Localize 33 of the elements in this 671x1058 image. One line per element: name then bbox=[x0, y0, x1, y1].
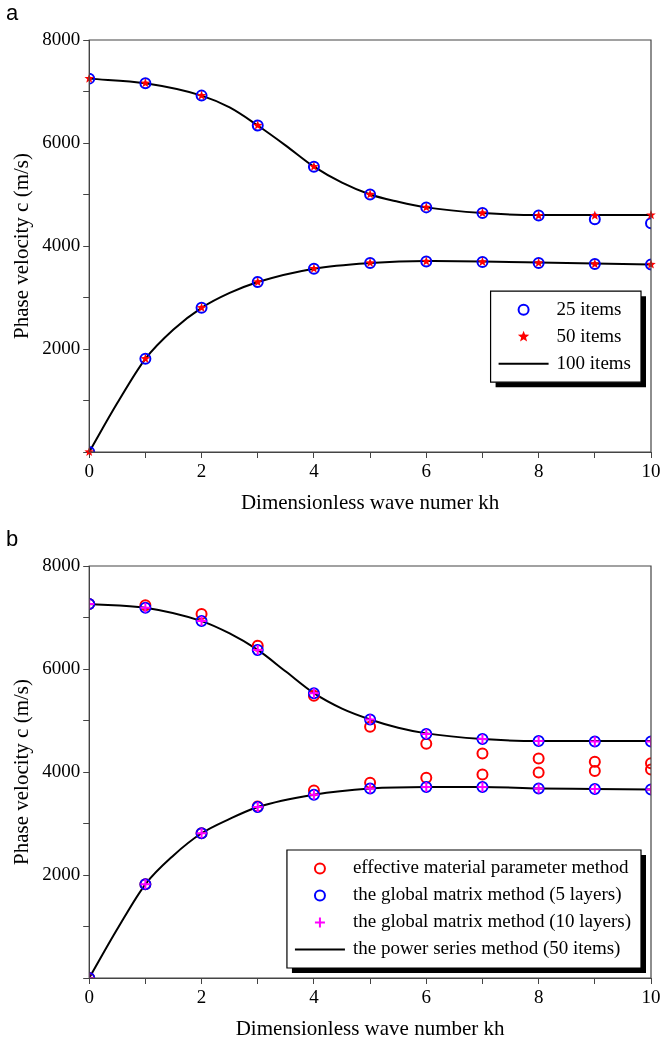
legend-label: effective material parameter method bbox=[352, 856, 629, 878]
y-tick-label: 4000 bbox=[42, 759, 81, 781]
y-tick-label: 8000 bbox=[42, 553, 81, 575]
legend-label: 100 items bbox=[556, 351, 632, 373]
y-tick-label: 4000 bbox=[42, 233, 81, 255]
legend-label: 25 items bbox=[556, 297, 622, 319]
x-tick-label: 0 bbox=[84, 460, 94, 482]
y-axis-title: Phase velocity c (m/s) bbox=[9, 152, 34, 340]
legend-label: the global matrix method (5 layers) bbox=[352, 883, 622, 906]
x-tick-label: 8 bbox=[533, 986, 544, 1008]
x-axis-title: Dimensionless wave number kh bbox=[235, 1015, 506, 1040]
y-tick-label: 2000 bbox=[42, 336, 81, 358]
legend-label: 50 items bbox=[556, 324, 622, 346]
x-tick-label: 2 bbox=[196, 460, 207, 482]
x-tick-label: 4 bbox=[309, 986, 320, 1008]
x-tick-label: 10 bbox=[641, 986, 661, 1008]
legend-label: the power series method (50 items) bbox=[352, 937, 621, 960]
legend-label: the global matrix method (10 layers) bbox=[352, 910, 631, 933]
chart-title: b bbox=[6, 526, 19, 552]
x-tick-label: 6 bbox=[421, 986, 432, 1008]
y-tick-label: 6000 bbox=[42, 130, 81, 152]
y-tick-label: 6000 bbox=[42, 656, 81, 678]
y-axis-title: Phase velocity c (m/s) bbox=[9, 678, 34, 866]
x-tick-label: 6 bbox=[421, 460, 432, 482]
chart-title: a bbox=[6, 0, 19, 26]
x-tick-label: 4 bbox=[309, 460, 320, 482]
x-tick-label: 10 bbox=[641, 460, 661, 482]
x-tick-label: 8 bbox=[533, 460, 544, 482]
y-tick-label: 2000 bbox=[42, 862, 81, 884]
x-tick-label: 0 bbox=[84, 986, 94, 1008]
y-tick-label: 8000 bbox=[42, 27, 81, 49]
x-axis-title: Dimensionless wave numer kh bbox=[240, 489, 500, 514]
x-tick-label: 2 bbox=[196, 986, 207, 1008]
